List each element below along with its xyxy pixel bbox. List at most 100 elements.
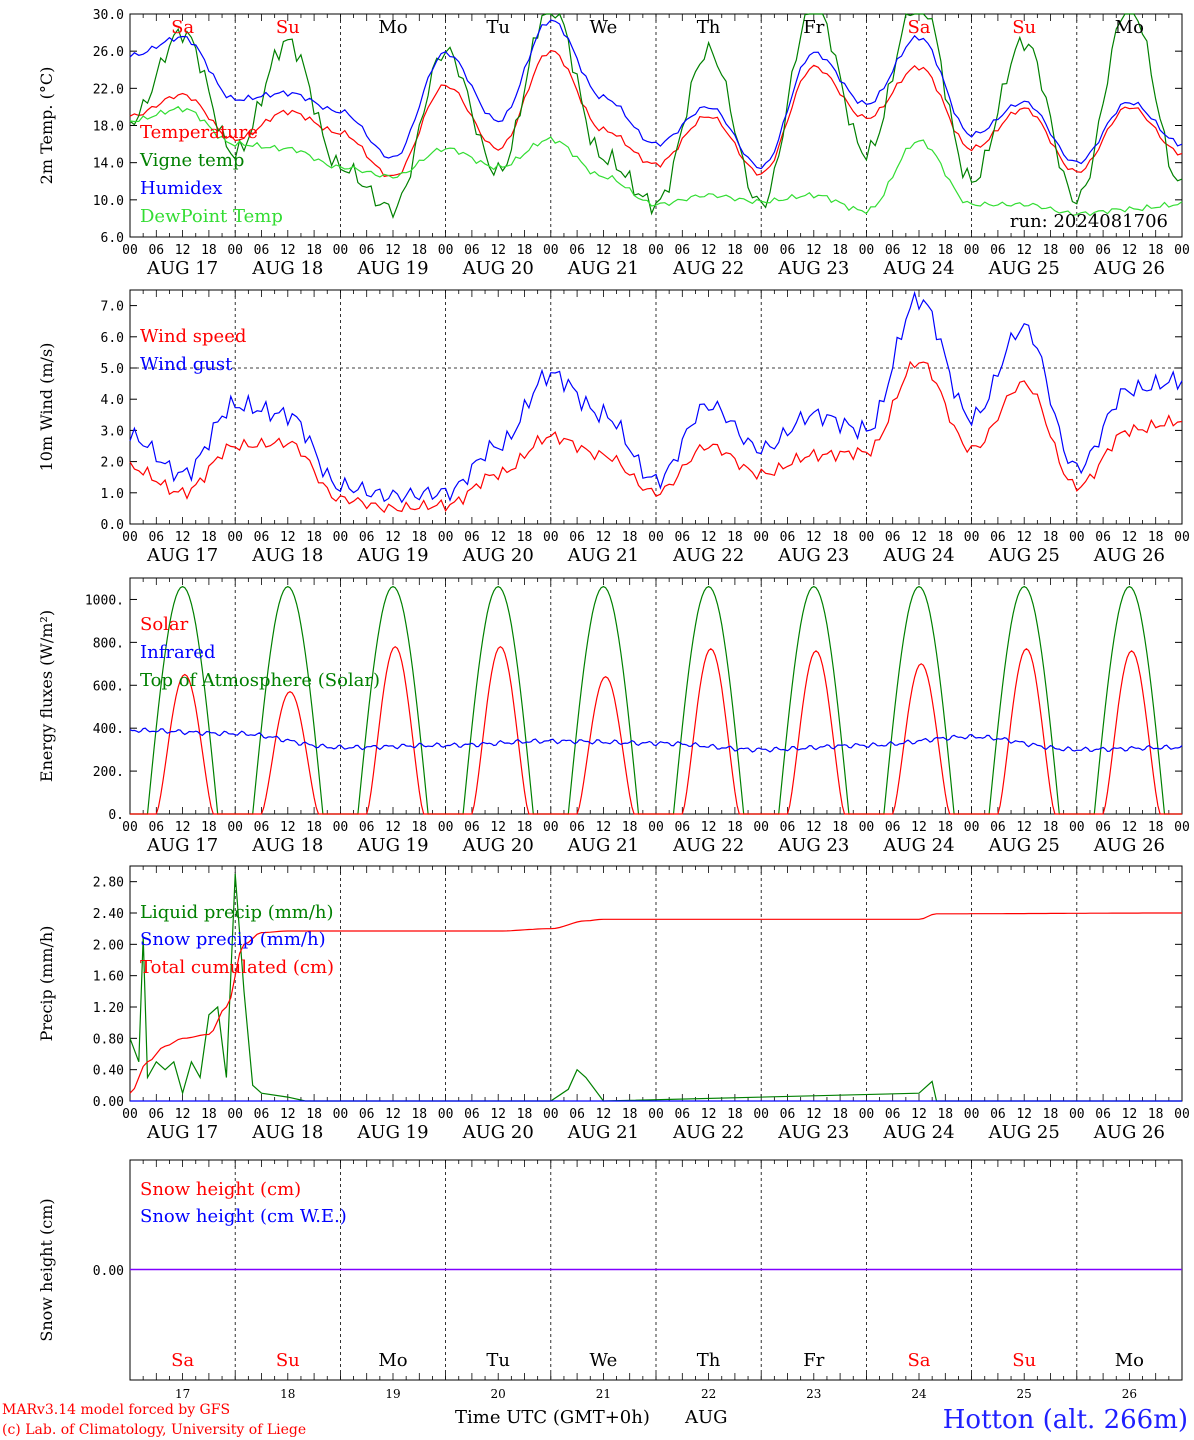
series-line-wind-gust xyxy=(129,290,1183,504)
date-label: AUG 23 xyxy=(777,1122,849,1143)
hour-tick-label: 06 xyxy=(674,530,690,545)
date-label: AUG 23 xyxy=(777,545,849,566)
y-tick-label: 26.0 xyxy=(93,45,124,60)
hour-tick-label: 12 xyxy=(1016,243,1032,258)
hour-tick-label: 00 xyxy=(438,1107,454,1122)
date-label: AUG 18 xyxy=(251,258,323,279)
hour-tick-label: 00 xyxy=(543,820,559,835)
hour-tick-label: 00 xyxy=(333,530,349,545)
hour-tick-label: 06 xyxy=(569,820,585,835)
hour-tick-label: 06 xyxy=(359,1107,375,1122)
hour-tick-label: 00 xyxy=(543,530,559,545)
hour-tick-label: 06 xyxy=(148,820,164,835)
month-label: AUG xyxy=(684,1407,728,1428)
y-tick-label: 2.00 xyxy=(93,938,124,953)
date-label: AUG 21 xyxy=(567,545,639,566)
hour-tick-label: 12 xyxy=(385,820,401,835)
legend-entry: Infrared xyxy=(140,642,215,663)
hour-tick-label: 12 xyxy=(1122,820,1138,835)
series-line-infrared xyxy=(129,727,1183,753)
hour-tick-label: 18 xyxy=(727,530,743,545)
hour-tick-label: 00 xyxy=(438,243,454,258)
y-tick-label: 800. xyxy=(93,636,124,651)
hour-tick-label: 00 xyxy=(859,530,875,545)
hour-tick-label: 12 xyxy=(175,243,191,258)
hour-tick-label: 12 xyxy=(1016,820,1032,835)
hour-tick-label: 06 xyxy=(1095,243,1111,258)
hour-tick-label: 12 xyxy=(490,1107,506,1122)
legend-entry: Humidex xyxy=(140,178,222,199)
hour-tick-label: 12 xyxy=(596,1107,612,1122)
hour-tick-label: 18 xyxy=(937,1107,953,1122)
date-label: AUG 26 xyxy=(1093,545,1165,566)
hour-tick-label: 18 xyxy=(727,820,743,835)
y-tick-label: 400. xyxy=(93,722,124,737)
y-tick-label: 5.0 xyxy=(101,362,124,377)
hour-tick-label: 12 xyxy=(385,1107,401,1122)
hour-tick-label: 12 xyxy=(280,1107,296,1122)
weekday-label: Su xyxy=(1012,1350,1036,1371)
hour-tick-label: 00 xyxy=(1174,820,1190,835)
day-number-label: 23 xyxy=(806,1387,821,1401)
hour-tick-label: 18 xyxy=(832,243,848,258)
hour-tick-label: 18 xyxy=(1148,820,1164,835)
day-number-label: 26 xyxy=(1122,1387,1137,1401)
date-label: AUG 21 xyxy=(567,258,639,279)
model-credit: MARv3.14 model forced by GFS xyxy=(2,1402,230,1418)
hour-tick-label: 06 xyxy=(1095,530,1111,545)
hour-tick-label: 12 xyxy=(701,530,717,545)
day-number-label: 17 xyxy=(175,1387,190,1401)
legend-entry: Temperature xyxy=(140,122,258,143)
hour-tick-label: 00 xyxy=(227,530,243,545)
date-label: AUG 18 xyxy=(251,1122,323,1143)
y-tick-label: 2.40 xyxy=(93,907,124,922)
hour-tick-label: 06 xyxy=(885,530,901,545)
date-label: AUG 20 xyxy=(462,545,534,566)
hour-tick-label: 06 xyxy=(254,243,270,258)
hour-tick-label: 12 xyxy=(701,1107,717,1122)
y-tick-label: 0. xyxy=(108,808,124,823)
hour-tick-label: 18 xyxy=(832,530,848,545)
hour-tick-label: 00 xyxy=(122,243,138,258)
hour-tick-label: 00 xyxy=(227,820,243,835)
hour-tick-label: 12 xyxy=(596,530,612,545)
y-tick-label: 2.80 xyxy=(93,876,124,891)
date-label: AUG 22 xyxy=(672,835,744,856)
hour-tick-label: 06 xyxy=(464,1107,480,1122)
hour-tick-label: 00 xyxy=(859,243,875,258)
series-line-liquid-precip xyxy=(129,873,1182,1102)
series-line-dewpoint-temp xyxy=(129,105,1183,217)
hour-tick-label: 12 xyxy=(490,820,506,835)
hour-tick-label: 00 xyxy=(964,1107,980,1122)
day-number-label: 21 xyxy=(596,1387,611,1401)
weekday-label: Mo xyxy=(378,1350,407,1371)
y-axis-label: Precip (mm/h) xyxy=(37,926,56,1042)
hour-tick-label: 18 xyxy=(1148,530,1164,545)
hour-tick-label: 18 xyxy=(622,1107,638,1122)
hour-tick-label: 12 xyxy=(280,820,296,835)
hour-tick-label: 06 xyxy=(990,530,1006,545)
day-number-label: 25 xyxy=(1017,1387,1032,1401)
hour-tick-label: 00 xyxy=(227,1107,243,1122)
hour-tick-label: 18 xyxy=(727,243,743,258)
hour-tick-label: 18 xyxy=(411,1107,427,1122)
date-label: AUG 24 xyxy=(882,545,954,566)
y-tick-label: 600. xyxy=(93,679,124,694)
hour-tick-label: 12 xyxy=(596,820,612,835)
hour-tick-label: 18 xyxy=(622,530,638,545)
y-tick-label: 1000. xyxy=(85,593,124,608)
hour-tick-label: 00 xyxy=(333,1107,349,1122)
hour-tick-label: 18 xyxy=(832,820,848,835)
legend-entry: Total cumulated (cm) xyxy=(140,957,334,978)
y-axis-label: 2m Temp. (°C) xyxy=(37,67,56,185)
hour-tick-label: 12 xyxy=(1122,1107,1138,1122)
legend-entry: Snow height (cm) xyxy=(140,1179,301,1200)
date-label: AUG 20 xyxy=(462,1122,534,1143)
hour-tick-label: 06 xyxy=(885,1107,901,1122)
hour-tick-label: 06 xyxy=(148,530,164,545)
legend-entry: Solar xyxy=(140,614,189,635)
hour-tick-label: 18 xyxy=(306,243,322,258)
hour-tick-label: 06 xyxy=(1095,1107,1111,1122)
day-number-label: 20 xyxy=(491,1387,506,1401)
weekday-label: Su xyxy=(1012,17,1036,38)
